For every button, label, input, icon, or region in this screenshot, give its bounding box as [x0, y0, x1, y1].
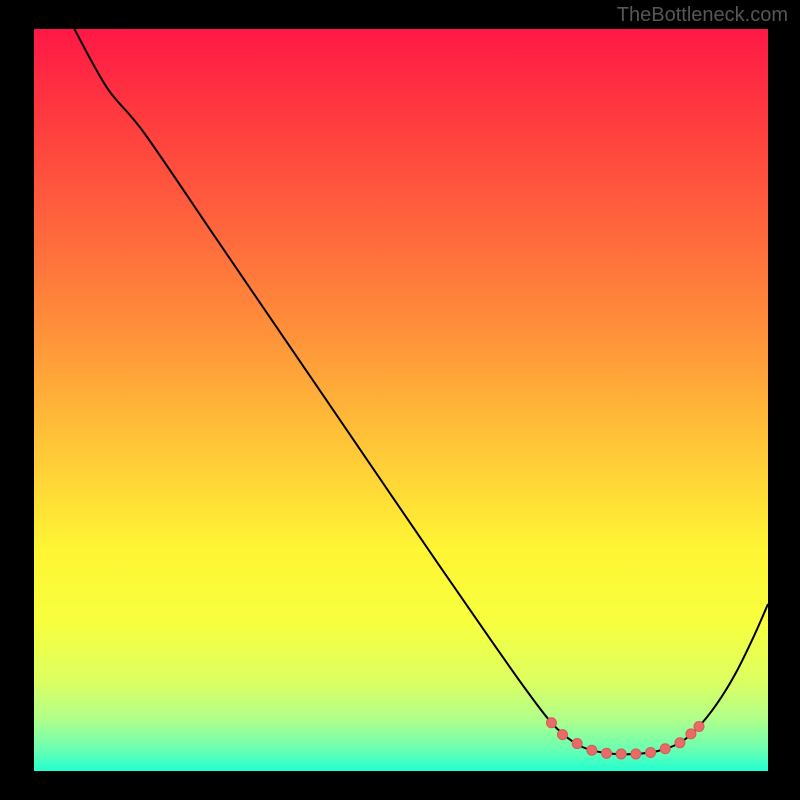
- chart-container: TheBottleneck.com: [0, 0, 800, 800]
- curve-marker: [646, 747, 656, 757]
- curve-marker: [557, 730, 567, 740]
- watermark-text: TheBottleneck.com: [617, 4, 788, 27]
- plot-area: [34, 29, 768, 771]
- gradient-background: [34, 29, 768, 771]
- chart-svg: [34, 29, 768, 771]
- curve-marker: [694, 721, 704, 731]
- curve-marker: [587, 745, 597, 755]
- curve-marker: [572, 739, 582, 749]
- curve-marker: [660, 744, 670, 754]
- curve-marker: [602, 748, 612, 758]
- curve-marker: [631, 749, 641, 759]
- curve-marker: [546, 718, 556, 728]
- curve-marker: [686, 729, 696, 739]
- curve-marker: [675, 738, 685, 748]
- curve-marker: [616, 749, 626, 759]
